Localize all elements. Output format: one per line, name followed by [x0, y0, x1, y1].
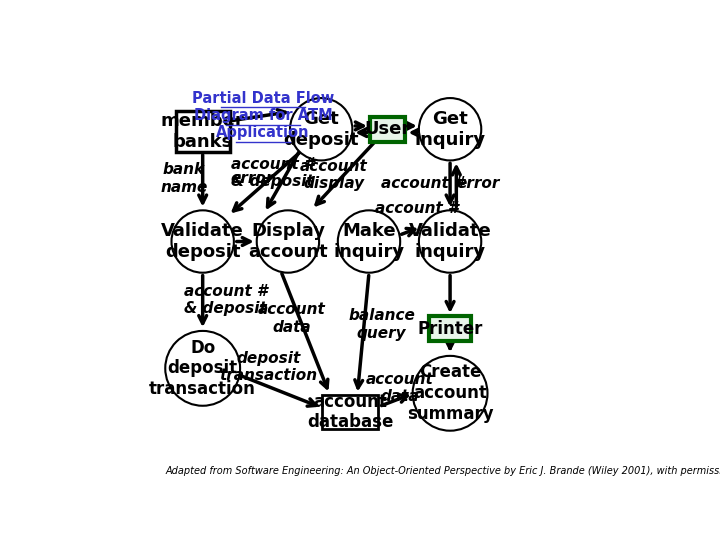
Text: account #: account #: [382, 176, 465, 191]
FancyBboxPatch shape: [370, 117, 405, 141]
Text: account #: account #: [375, 201, 459, 216]
Text: account
display: account display: [300, 159, 367, 191]
Circle shape: [290, 98, 352, 160]
Circle shape: [419, 211, 481, 273]
Text: account #
& deposit: account # & deposit: [230, 157, 315, 189]
Text: Get
deposit: Get deposit: [284, 110, 359, 148]
Text: error: error: [456, 176, 500, 191]
FancyBboxPatch shape: [176, 111, 230, 152]
Text: deposit
transaction: deposit transaction: [220, 351, 318, 383]
Circle shape: [171, 211, 234, 273]
Text: member
banks: member banks: [161, 112, 245, 151]
Text: Validate
inquiry: Validate inquiry: [409, 222, 492, 261]
FancyBboxPatch shape: [323, 395, 378, 429]
Text: error: error: [230, 171, 274, 186]
Text: Adapted from Software Engineering: An Object-Oriented Perspective by Eric J. Bra: Adapted from Software Engineering: An Ob…: [166, 467, 720, 476]
Circle shape: [413, 356, 487, 431]
Text: account #
& deposit: account # & deposit: [184, 284, 267, 316]
Circle shape: [166, 331, 240, 406]
Text: account
data: account data: [366, 372, 433, 404]
Text: bank
name: bank name: [161, 162, 207, 194]
Circle shape: [257, 211, 319, 273]
Text: User: User: [364, 120, 411, 138]
Text: balance
query: balance query: [348, 308, 415, 341]
Text: Get
inquiry: Get inquiry: [415, 110, 486, 148]
Text: Application: Application: [216, 125, 310, 140]
Text: account
database: account database: [307, 393, 393, 431]
Circle shape: [338, 211, 400, 273]
Text: Partial Data Flow: Partial Data Flow: [192, 91, 334, 105]
Text: Validate
deposit: Validate deposit: [161, 222, 244, 261]
Text: account
data: account data: [258, 302, 326, 335]
Text: Do
deposit
transaction: Do deposit transaction: [149, 339, 256, 398]
FancyBboxPatch shape: [429, 316, 471, 341]
Text: Printer: Printer: [418, 320, 483, 338]
Text: Diagram for ATM: Diagram for ATM: [194, 108, 333, 123]
Text: Make
inquiry: Make inquiry: [333, 222, 405, 261]
Text: Display
account: Display account: [248, 222, 328, 261]
Circle shape: [419, 98, 481, 160]
Text: Create
account
summary: Create account summary: [407, 363, 493, 423]
